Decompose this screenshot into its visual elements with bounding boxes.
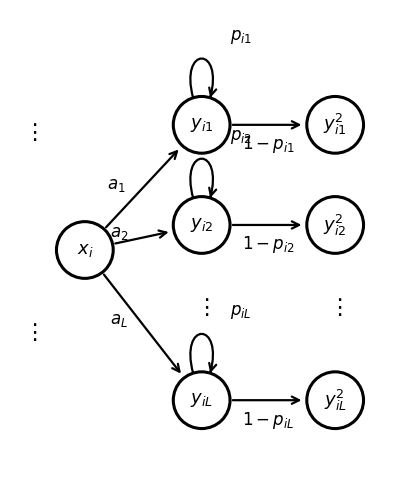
Text: $x_i$: $x_i$	[76, 241, 93, 259]
Circle shape	[173, 372, 230, 428]
Text: $1-p_{i2}$: $1-p_{i2}$	[242, 234, 295, 256]
Text: $p_{i1}$: $p_{i1}$	[230, 28, 252, 46]
Text: $y_{i2}^2$: $y_{i2}^2$	[323, 212, 347, 238]
Text: $a_L$: $a_L$	[110, 312, 128, 330]
Text: $\vdots$: $\vdots$	[328, 298, 342, 320]
Text: $\vdots$: $\vdots$	[24, 322, 38, 344]
Circle shape	[307, 196, 364, 254]
Text: $p_{i2}$: $p_{i2}$	[230, 128, 252, 146]
Circle shape	[307, 96, 364, 153]
Text: $y_{iL}^2$: $y_{iL}^2$	[324, 388, 346, 413]
Text: $a_1$: $a_1$	[107, 177, 126, 194]
Text: $a_2$: $a_2$	[110, 225, 128, 242]
Text: $1-p_{i1}$: $1-p_{i1}$	[242, 134, 295, 156]
Circle shape	[173, 96, 230, 153]
Circle shape	[307, 372, 364, 428]
Text: $\vdots$: $\vdots$	[194, 298, 209, 320]
Circle shape	[56, 222, 113, 278]
Circle shape	[173, 196, 230, 254]
Text: $\vdots$: $\vdots$	[24, 122, 38, 144]
Text: $1-p_{iL}$: $1-p_{iL}$	[242, 410, 295, 430]
Text: $y_{i2}$: $y_{i2}$	[190, 216, 213, 234]
Text: $p_{iL}$: $p_{iL}$	[230, 303, 252, 321]
Text: $y_{i1}^2$: $y_{i1}^2$	[323, 112, 347, 138]
Text: $y_{i1}$: $y_{i1}$	[190, 116, 213, 134]
Text: $y_{iL}$: $y_{iL}$	[190, 391, 213, 409]
